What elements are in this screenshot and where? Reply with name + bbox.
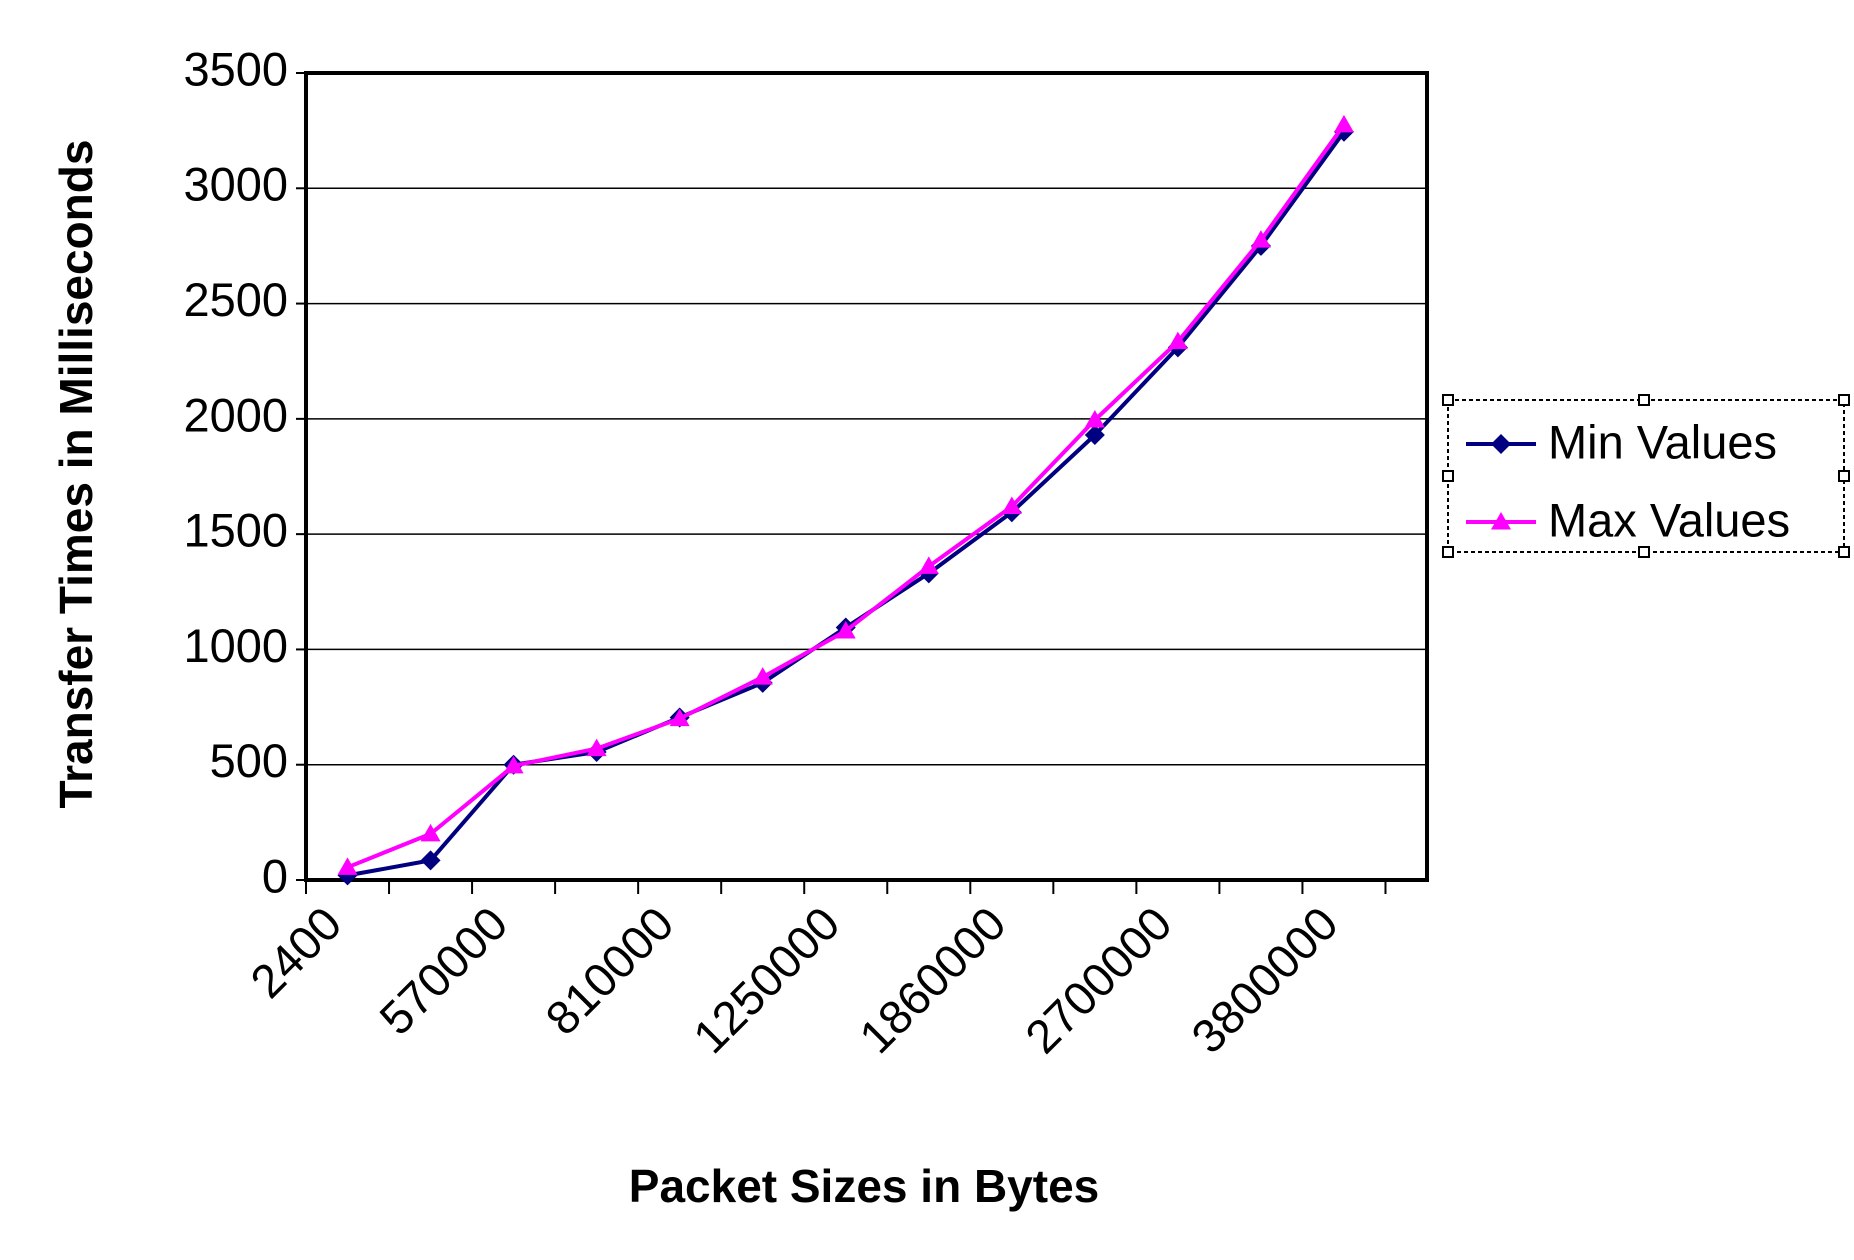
- marker: [420, 823, 441, 842]
- marker: [503, 755, 524, 774]
- marker: [420, 850, 441, 871]
- marker: [752, 667, 773, 685]
- marker: [835, 620, 856, 639]
- marker: [1333, 114, 1354, 133]
- y-tick-label: 3500: [183, 42, 288, 95]
- legend-marker: [1491, 434, 1511, 454]
- selection-handle: [1638, 546, 1650, 558]
- x-axis-title: Packet Sizes in Bytes: [629, 1160, 1099, 1212]
- marker: [1001, 496, 1022, 514]
- y-tick-label: 1000: [183, 619, 288, 672]
- legend: Min Values Max Values: [1442, 394, 1850, 558]
- selection-handle: [1442, 470, 1454, 482]
- marker: [586, 738, 607, 757]
- selection-handle: [1442, 546, 1454, 558]
- legend-marker: [1491, 512, 1511, 530]
- marker: [1084, 424, 1105, 445]
- selection-handle: [1838, 394, 1850, 406]
- marker: [918, 556, 939, 574]
- marker: [337, 857, 358, 875]
- legend-label: Min Values: [1548, 415, 1777, 468]
- marker: [1084, 410, 1105, 428]
- y-tick-label: 2000: [183, 388, 288, 441]
- selection-handle: [1638, 394, 1650, 406]
- selection-handle: [1838, 546, 1850, 558]
- marker: [1250, 230, 1271, 248]
- series: [337, 114, 1354, 875]
- marker: [669, 708, 690, 727]
- marker: [1167, 331, 1188, 350]
- y-tick-label: 500: [210, 734, 288, 787]
- y-tick-label: 2500: [183, 273, 288, 326]
- y-tick-label: 1500: [183, 504, 288, 557]
- y-tick-label: 3000: [183, 158, 288, 211]
- plot-frame: [304, 71, 1429, 882]
- y-axis-title: Transfer Times in Milliseconds: [50, 140, 102, 809]
- y-tick-label: 0: [262, 849, 288, 902]
- legend-box: [1447, 399, 1845, 553]
- selection-handle: [1838, 470, 1850, 482]
- legend-label: Max Values: [1548, 493, 1790, 546]
- selection-handle: [1442, 394, 1454, 406]
